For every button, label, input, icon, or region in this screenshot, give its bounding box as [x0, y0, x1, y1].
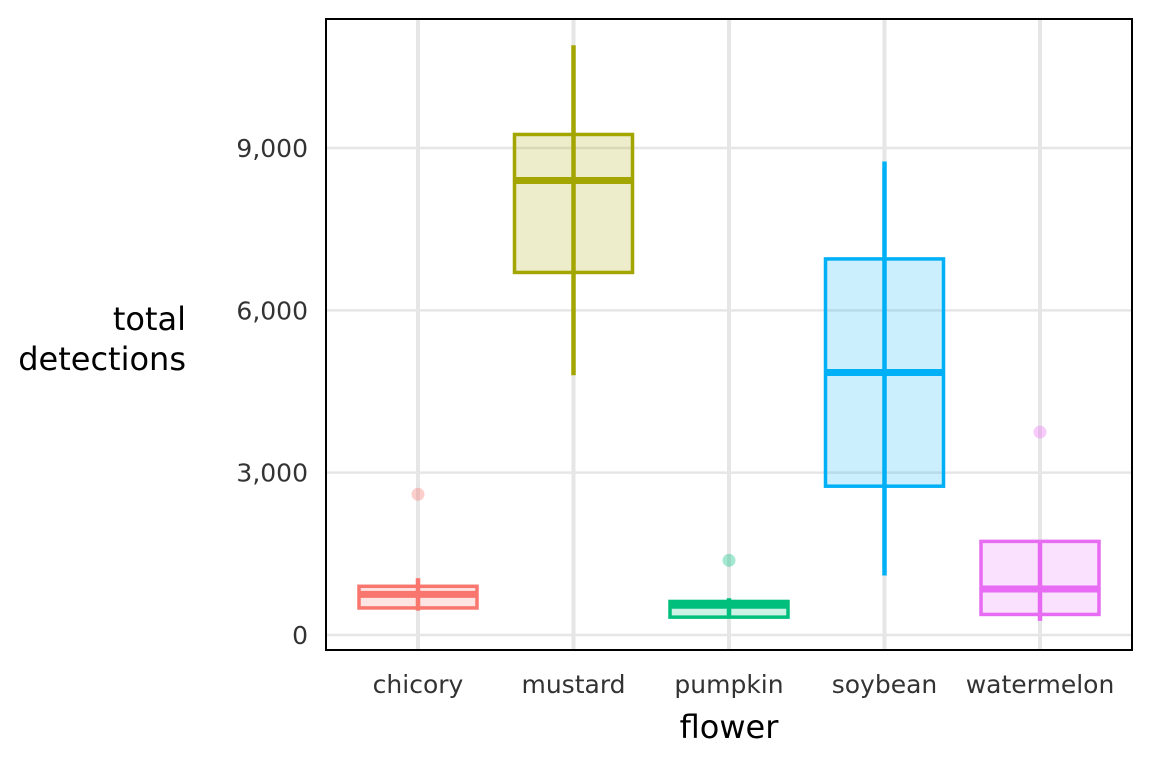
x-tick-label: soybean: [832, 670, 938, 699]
y-axis-title: total detections: [18, 300, 186, 378]
x-tick-label: mustard: [521, 670, 625, 699]
y-tick-label: 0: [292, 621, 308, 650]
x-tick-label: watermelon: [966, 670, 1115, 699]
y-tick-label: 6,000: [236, 296, 308, 325]
box-layer: [357, 45, 1101, 621]
box-outline: [979, 539, 1101, 617]
box-outline: [512, 132, 635, 275]
x-tick-label: chicory: [373, 670, 464, 699]
x-axis-title: flower: [680, 708, 780, 746]
y-axis-title-line: detections: [18, 340, 186, 378]
outlier-point: [722, 553, 736, 567]
box-group-watermelon: [979, 425, 1101, 621]
box-group-mustard: [512, 45, 635, 376]
box-group-chicory: [357, 487, 479, 611]
y-axis-title-line: total: [113, 300, 186, 338]
x-tick-label: pumpkin: [674, 670, 783, 699]
box-fill: [981, 541, 1099, 615]
y-axis-tick-labels: 0 3,000 6,000 9,000: [236, 134, 308, 650]
y-tick-label: 9,000: [236, 134, 308, 163]
y-tick-label: 3,000: [236, 459, 308, 488]
outlier-point: [1033, 425, 1047, 439]
outlier-point: [411, 487, 425, 501]
box-group-pumpkin: [668, 553, 790, 619]
box-outline: [668, 599, 790, 619]
x-axis-tick-labels: chicory mustard pumpkin soybean watermelon: [373, 670, 1115, 699]
box-fill: [514, 134, 633, 273]
plot-panel-border: [325, 18, 1133, 651]
box-group-soybean: [823, 161, 946, 576]
